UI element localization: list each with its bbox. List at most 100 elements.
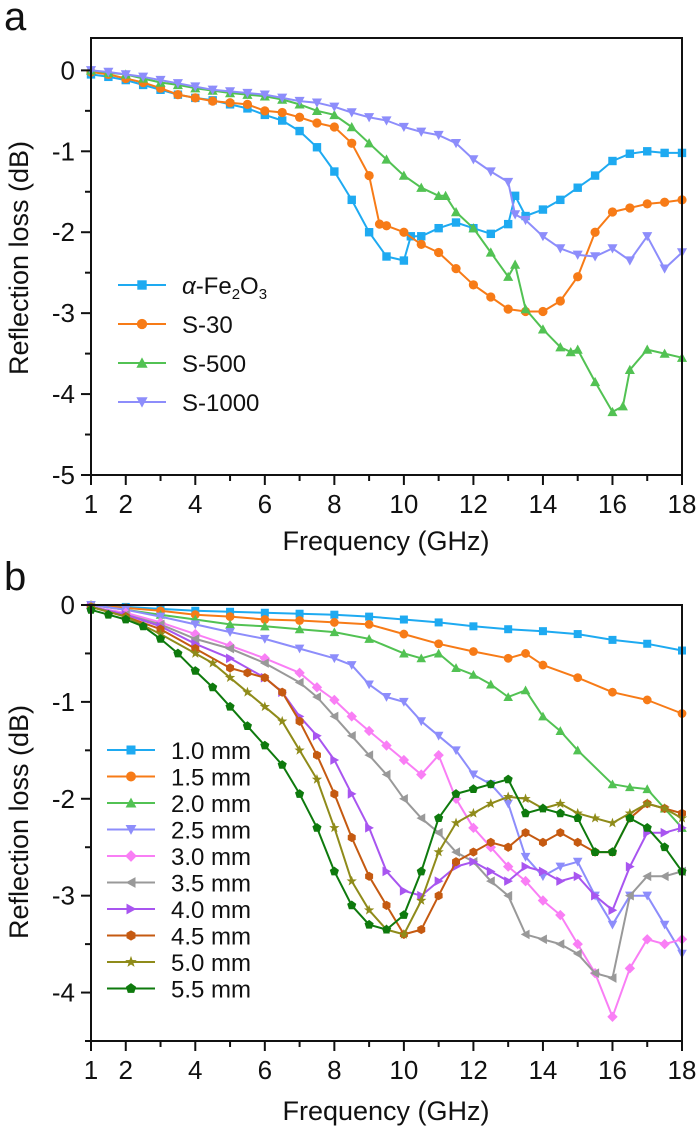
legend-label-part: α [182, 273, 197, 300]
data-point [312, 750, 321, 760]
data-point [242, 88, 253, 99]
data-point [155, 628, 166, 639]
legend-marker [126, 903, 137, 915]
y-tick-label: -3 [52, 881, 75, 911]
data-point [346, 121, 357, 132]
data-point [365, 871, 374, 881]
data-point [572, 938, 583, 950]
data-point [469, 847, 478, 857]
legend-label-part: -Fe [196, 273, 232, 300]
data-point [659, 871, 669, 882]
legend-marker [136, 357, 148, 368]
data-point [642, 199, 652, 209]
data-point [329, 618, 339, 627]
data-point [190, 634, 200, 644]
data-point [660, 842, 670, 852]
data-point [450, 139, 462, 149]
data-point [538, 711, 548, 721]
legend-marker [125, 797, 137, 808]
data-point [365, 612, 374, 621]
data-point [555, 726, 566, 735]
data-point [226, 663, 235, 673]
data-point [226, 653, 235, 664]
data-point [138, 621, 148, 631]
legend-item: 5.5 mm [107, 977, 251, 1004]
data-point [573, 871, 583, 882]
data-point [155, 75, 166, 86]
legend-label: α-Fe2O3 [182, 273, 267, 303]
data-point [242, 686, 253, 697]
data-point [226, 607, 235, 616]
data-point [225, 87, 236, 97]
data-point [347, 138, 357, 148]
data-point [417, 890, 427, 901]
data-point [399, 629, 409, 639]
data-point [538, 306, 548, 317]
data-point [486, 292, 496, 302]
data-point [485, 167, 496, 177]
data-point [260, 673, 269, 683]
data-point [607, 244, 618, 254]
data-point [312, 692, 321, 702]
data-point [329, 102, 340, 112]
data-point [451, 264, 461, 274]
data-point [260, 615, 270, 624]
data-point [486, 837, 495, 847]
data-point [330, 167, 339, 176]
data-point [416, 895, 427, 905]
data-point [469, 647, 478, 656]
data-point [260, 621, 270, 631]
axis-ticks-b: 1 2 4 6 8 10 12 14 16 18 0 -1 -2 -3 -4 [52, 590, 697, 1085]
x-axis-title-a: Frequency (GHz) [282, 526, 489, 556]
data-point [642, 891, 653, 901]
data-point [329, 822, 340, 833]
series-4-0-mm [87, 602, 687, 915]
data-point [555, 296, 565, 306]
data-point [451, 746, 461, 756]
data-point [642, 695, 652, 705]
data-point [565, 346, 576, 357]
data-point [503, 304, 513, 314]
legend-label-subscript: 3 [259, 286, 267, 303]
data-point [311, 98, 323, 108]
data-point [381, 154, 392, 164]
data-point [346, 731, 356, 741]
data-point [468, 155, 479, 165]
data-point [190, 93, 200, 103]
data-point [364, 750, 374, 760]
data-point [468, 223, 479, 233]
data-point [399, 648, 409, 658]
data-point [329, 654, 340, 664]
legend-label: 4.0 mm [171, 897, 251, 924]
data-point [590, 847, 600, 856]
data-point [259, 701, 270, 712]
data-point [607, 207, 618, 217]
data-point [468, 784, 478, 793]
data-point [503, 653, 513, 663]
data-point [537, 232, 548, 242]
data-point [556, 828, 565, 838]
data-point [520, 215, 531, 226]
data-point [590, 376, 601, 387]
data-point [451, 789, 461, 798]
data-point [382, 252, 391, 261]
data-point [278, 116, 287, 125]
data-point [468, 807, 479, 818]
data-point [572, 807, 583, 818]
data-point [399, 227, 409, 237]
data-point [590, 968, 600, 978]
x-tick-label: 16 [598, 489, 627, 519]
data-point [625, 203, 635, 213]
data-point [225, 612, 235, 622]
data-point [259, 653, 271, 664]
data-point [364, 634, 374, 643]
data-point [624, 364, 635, 374]
data-point [486, 866, 496, 877]
panel-label-b: b [4, 555, 26, 599]
data-point [625, 149, 635, 158]
data-point [520, 929, 530, 940]
data-point [260, 106, 270, 116]
data-point [440, 190, 451, 201]
data-point [155, 634, 166, 643]
legend-a: α-Fe2O3 S-30 S-500 S-1000 [118, 273, 267, 417]
